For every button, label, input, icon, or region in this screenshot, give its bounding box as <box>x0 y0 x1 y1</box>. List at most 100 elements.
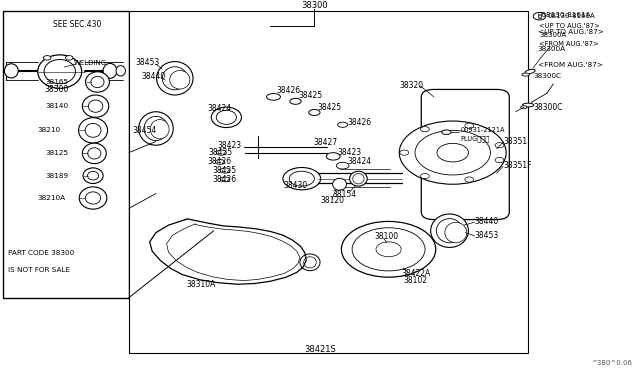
Text: 38426: 38426 <box>347 118 371 127</box>
Text: 38140: 38140 <box>45 103 68 109</box>
Circle shape <box>420 173 429 179</box>
Text: IS NOT FOR SALE: IS NOT FOR SALE <box>8 267 70 273</box>
Text: 38440: 38440 <box>141 72 166 81</box>
Text: <UP TO AUG.'87>: <UP TO AUG.'87> <box>540 23 600 29</box>
Text: 38426: 38426 <box>207 157 232 166</box>
Ellipse shape <box>157 61 193 95</box>
Text: 38425: 38425 <box>299 90 323 100</box>
Text: 38125: 38125 <box>45 150 68 156</box>
Ellipse shape <box>139 112 173 145</box>
Text: 38426: 38426 <box>276 86 301 95</box>
Text: 38300A: 38300A <box>540 32 567 38</box>
Text: 38425: 38425 <box>209 148 233 157</box>
Text: 38210: 38210 <box>38 127 61 133</box>
Ellipse shape <box>216 110 236 124</box>
Text: 38351: 38351 <box>503 137 527 146</box>
Text: 08130-8161A: 08130-8161A <box>547 13 595 19</box>
Text: 38351F: 38351F <box>503 161 531 170</box>
Text: 38425: 38425 <box>212 166 237 175</box>
Text: 38165: 38165 <box>45 79 68 85</box>
Ellipse shape <box>103 63 117 78</box>
Ellipse shape <box>215 160 225 164</box>
Ellipse shape <box>85 124 101 137</box>
Ellipse shape <box>86 72 109 92</box>
Ellipse shape <box>442 130 451 134</box>
Text: 38300: 38300 <box>301 1 328 10</box>
Ellipse shape <box>4 64 18 78</box>
Text: 38100: 38100 <box>374 232 398 241</box>
Ellipse shape <box>349 171 367 186</box>
Circle shape <box>465 123 474 128</box>
Ellipse shape <box>65 55 73 60</box>
Text: 38454: 38454 <box>132 126 156 135</box>
Text: <FROM AUG.'87>: <FROM AUG.'87> <box>540 41 599 47</box>
Circle shape <box>495 157 504 163</box>
Ellipse shape <box>44 55 51 60</box>
Text: 38310A: 38310A <box>186 280 216 289</box>
Text: 38189: 38189 <box>45 173 68 179</box>
Ellipse shape <box>79 118 108 143</box>
Text: 38424: 38424 <box>347 157 371 166</box>
Text: 38453: 38453 <box>135 58 159 67</box>
Ellipse shape <box>162 67 188 90</box>
Ellipse shape <box>150 119 169 139</box>
Ellipse shape <box>308 109 320 115</box>
Text: 38210A: 38210A <box>38 195 66 201</box>
Text: 38423: 38423 <box>217 141 241 150</box>
Text: 38300: 38300 <box>44 85 68 94</box>
Ellipse shape <box>267 93 280 100</box>
Circle shape <box>289 171 314 186</box>
Ellipse shape <box>116 65 125 76</box>
Ellipse shape <box>144 116 168 141</box>
Ellipse shape <box>86 192 100 204</box>
Circle shape <box>283 167 321 190</box>
Ellipse shape <box>520 106 527 109</box>
Circle shape <box>533 13 546 20</box>
Text: <UP TO AUG.'87>: <UP TO AUG.'87> <box>538 29 604 35</box>
Text: 38424: 38424 <box>207 103 232 112</box>
Text: B: B <box>538 14 541 19</box>
Ellipse shape <box>326 153 340 160</box>
Text: PLUGプラグ: PLUGプラグ <box>460 135 490 142</box>
Ellipse shape <box>522 103 534 107</box>
Circle shape <box>399 121 506 184</box>
Text: 38422A: 38422A <box>401 269 430 278</box>
Text: 38440: 38440 <box>475 217 499 226</box>
Text: SEE SEC.430: SEE SEC.430 <box>54 20 102 29</box>
Circle shape <box>420 126 429 132</box>
Ellipse shape <box>211 107 241 128</box>
Ellipse shape <box>216 150 227 155</box>
Ellipse shape <box>83 143 106 164</box>
Text: 38102: 38102 <box>404 276 428 285</box>
Text: 38425: 38425 <box>317 103 342 112</box>
Text: 38453: 38453 <box>475 231 499 240</box>
Ellipse shape <box>436 219 463 243</box>
Ellipse shape <box>83 168 103 183</box>
Ellipse shape <box>353 173 364 184</box>
Ellipse shape <box>431 214 468 247</box>
Text: 38300A: 38300A <box>538 45 566 52</box>
Ellipse shape <box>44 60 76 84</box>
Ellipse shape <box>338 122 348 127</box>
Text: 38300C: 38300C <box>533 103 563 112</box>
Ellipse shape <box>525 69 535 74</box>
Text: 38320: 38320 <box>399 81 424 90</box>
Text: Ⓑ08130-8161A: Ⓑ08130-8161A <box>538 12 591 18</box>
Text: 38421S: 38421S <box>305 345 337 354</box>
Ellipse shape <box>333 178 346 190</box>
FancyBboxPatch shape <box>421 89 509 219</box>
Text: 38120: 38120 <box>321 196 345 205</box>
Ellipse shape <box>38 55 82 88</box>
Ellipse shape <box>91 76 104 88</box>
Circle shape <box>415 130 490 175</box>
Ellipse shape <box>220 168 230 173</box>
Ellipse shape <box>304 257 316 268</box>
Circle shape <box>376 242 401 257</box>
Text: 00931-2121A: 00931-2121A <box>460 127 505 133</box>
Ellipse shape <box>170 70 190 89</box>
Text: 38426: 38426 <box>212 175 237 184</box>
Text: 38300C: 38300C <box>533 73 561 79</box>
Circle shape <box>341 221 436 277</box>
FancyBboxPatch shape <box>3 12 129 298</box>
Circle shape <box>465 177 474 182</box>
